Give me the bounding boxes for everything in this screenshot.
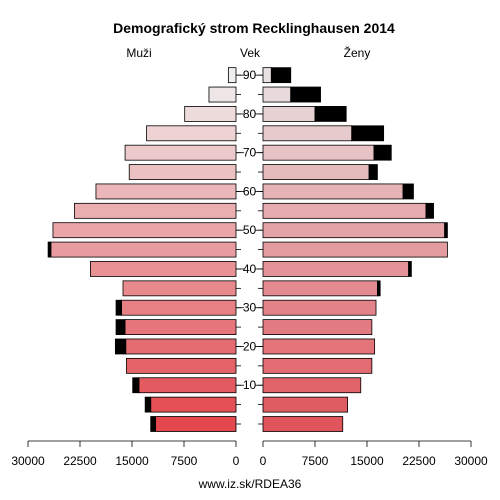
- x-right-tick-label-30000: 30000: [454, 454, 488, 468]
- female-bars: [262, 67, 448, 432]
- x-left-tick-label-0: 0: [233, 454, 240, 468]
- female-bar-60-64: [262, 183, 404, 200]
- female-surplus-55-59: [425, 202, 434, 219]
- male-bar-10-14: [138, 377, 237, 394]
- age-axis-label: Vek: [240, 46, 261, 60]
- female-bar-30-34: [262, 299, 377, 316]
- female-bar-70-74: [262, 144, 375, 161]
- x-right-tick-label-22500: 22500: [402, 454, 436, 468]
- female-bar-90+: [262, 67, 272, 84]
- male-bar-45-49: [50, 241, 237, 258]
- male-bars: [47, 67, 237, 432]
- male-bar-60-64: [95, 183, 237, 200]
- left-series-label: Muži: [126, 46, 151, 60]
- male-bar-70-74: [124, 144, 237, 161]
- x-left-tick-label-30000: 30000: [11, 454, 45, 468]
- age-tick-label-20: 20: [243, 339, 257, 353]
- x-right-tick-label-0: 0: [260, 454, 267, 468]
- female-bar-5-9: [262, 396, 348, 413]
- female-bar-55-59: [262, 202, 427, 219]
- male-bar-30-34: [121, 299, 237, 316]
- x-right-tick-label-15000: 15000: [350, 454, 384, 468]
- age-tick-label-50: 50: [243, 223, 257, 237]
- male-bar-50-54: [52, 222, 237, 239]
- age-tick-label-70: 70: [243, 146, 257, 160]
- age-tick-label-60: 60: [243, 184, 257, 198]
- female-bar-75-79: [262, 125, 353, 142]
- age-tick-label-80: 80: [243, 107, 257, 121]
- female-surplus-35-39: [376, 280, 381, 297]
- male-surplus-45-49: [47, 241, 52, 258]
- x-left-tick-label-15000: 15000: [115, 454, 149, 468]
- x-axis-left: 30000 22500 15000 7500 0: [11, 440, 240, 468]
- age-tick-label-30: 30: [243, 301, 257, 315]
- age-tick-label-90: 90: [243, 68, 257, 82]
- male-bar-55-59: [74, 202, 237, 219]
- female-bar-45-49: [262, 241, 448, 258]
- female-surplus-80-84: [314, 106, 347, 122]
- footer-link[interactable]: www.iz.sk/RDEA36: [198, 477, 302, 491]
- age-tick-label-10: 10: [243, 378, 257, 392]
- male-bar-65-69: [128, 164, 237, 180]
- male-bar-40-44: [90, 261, 237, 277]
- male-bar-35-39: [122, 280, 237, 297]
- male-surplus-5-9: [144, 396, 152, 413]
- female-surplus-50-54: [444, 222, 448, 239]
- male-bar-15-19: [126, 357, 237, 374]
- male-bar-25-29: [124, 319, 237, 336]
- female-bar-50-54: [262, 222, 446, 239]
- male-surplus-30-34: [115, 299, 123, 316]
- x-right-tick-label-7500: 7500: [302, 454, 329, 468]
- female-surplus-70-74: [373, 144, 392, 161]
- female-surplus-75-79: [351, 125, 385, 142]
- female-surplus-85-89: [290, 86, 321, 103]
- x-left-tick-label-22500: 22500: [63, 454, 97, 468]
- female-surplus-90+: [270, 67, 292, 84]
- female-bar-65-69: [262, 164, 370, 180]
- chart-title: Demografický strom Recklinghausen 2014: [113, 20, 395, 36]
- female-surplus-40-44: [408, 261, 412, 277]
- age-axis: 10 20 30 40 50 60 70 80 90: [236, 68, 263, 425]
- female-bar-0-4: [262, 416, 344, 432]
- male-surplus-10-14: [132, 377, 140, 394]
- female-bar-80-84: [262, 106, 316, 122]
- female-bar-35-39: [262, 280, 378, 297]
- male-bar-0-4: [155, 416, 237, 432]
- female-bar-20-24: [262, 338, 376, 355]
- male-bar-5-9: [150, 396, 237, 413]
- female-surplus-65-69: [368, 164, 378, 180]
- female-surplus-60-64: [402, 183, 414, 200]
- age-tick-label-40: 40: [243, 262, 257, 276]
- female-bar-85-89: [262, 86, 292, 103]
- male-surplus-20-24: [114, 338, 127, 355]
- male-bar-75-79: [146, 125, 237, 142]
- female-bar-40-44: [262, 261, 410, 277]
- right-series-label: Ženy: [344, 45, 371, 60]
- male-surplus-25-29: [115, 319, 126, 336]
- female-bar-25-29: [262, 319, 373, 336]
- male-bar-90+: [227, 67, 237, 84]
- male-bar-85-89: [208, 86, 237, 103]
- x-left-tick-label-7500: 7500: [171, 454, 198, 468]
- x-axis-right: 0 7500 15000 22500 30000: [260, 440, 488, 468]
- male-surplus-0-4: [150, 416, 156, 432]
- female-bar-10-14: [262, 377, 362, 394]
- male-bar-80-84: [184, 106, 237, 122]
- male-bar-20-24: [125, 338, 237, 355]
- female-bar-15-19: [262, 357, 373, 374]
